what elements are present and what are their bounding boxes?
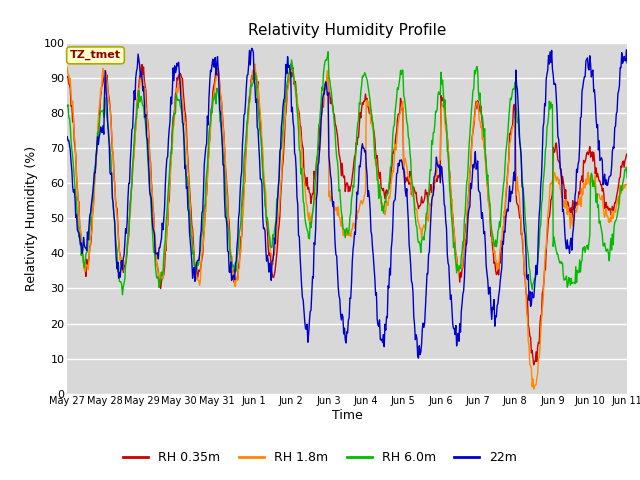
RH 1.8m bbox=[188, 225, 196, 231]
22m bbox=[188, 258, 196, 264]
22m bbox=[74, 227, 81, 232]
RH 6.0m bbox=[189, 251, 196, 257]
RH 0.35m bbox=[623, 151, 631, 156]
Y-axis label: Relativity Humidity (%): Relativity Humidity (%) bbox=[25, 146, 38, 291]
22m bbox=[131, 97, 139, 103]
X-axis label: Time: Time bbox=[332, 409, 363, 422]
RH 6.0m bbox=[324, 49, 332, 55]
RH 0.35m bbox=[530, 362, 538, 368]
RH 0.35m bbox=[287, 61, 294, 67]
22m bbox=[417, 349, 425, 355]
Line: RH 1.8m: RH 1.8m bbox=[67, 64, 627, 389]
RH 1.8m bbox=[251, 61, 259, 67]
RH 6.0m bbox=[63, 103, 71, 109]
Line: RH 0.35m: RH 0.35m bbox=[67, 64, 627, 365]
RH 1.8m bbox=[218, 97, 225, 103]
RH 0.35m bbox=[218, 97, 225, 103]
22m bbox=[248, 46, 255, 51]
RH 1.8m bbox=[433, 175, 440, 180]
RH 6.0m bbox=[118, 292, 126, 298]
RH 0.35m bbox=[188, 223, 196, 228]
RH 0.35m bbox=[416, 203, 424, 209]
RH 0.35m bbox=[433, 176, 440, 181]
22m bbox=[415, 355, 422, 361]
Line: RH 6.0m: RH 6.0m bbox=[67, 52, 627, 295]
RH 0.35m bbox=[131, 134, 139, 140]
22m bbox=[433, 160, 441, 166]
RH 6.0m bbox=[218, 140, 226, 145]
RH 0.35m bbox=[74, 186, 81, 192]
RH 6.0m bbox=[433, 107, 441, 112]
Text: TZ_tmet: TZ_tmet bbox=[70, 50, 121, 60]
RH 1.8m bbox=[623, 182, 631, 188]
RH 1.8m bbox=[74, 188, 81, 193]
RH 1.8m bbox=[63, 64, 71, 70]
Line: 22m: 22m bbox=[67, 48, 627, 358]
RH 6.0m bbox=[74, 214, 81, 220]
RH 1.8m bbox=[530, 386, 538, 392]
Legend: RH 0.35m, RH 1.8m, RH 6.0m, 22m: RH 0.35m, RH 1.8m, RH 6.0m, 22m bbox=[118, 446, 522, 469]
22m bbox=[623, 60, 631, 66]
RH 0.35m bbox=[63, 74, 71, 80]
22m bbox=[218, 128, 225, 133]
RH 6.0m bbox=[417, 250, 425, 255]
RH 1.8m bbox=[131, 135, 139, 141]
RH 6.0m bbox=[132, 117, 140, 122]
Title: Relativity Humidity Profile: Relativity Humidity Profile bbox=[248, 23, 446, 38]
22m bbox=[63, 134, 71, 140]
RH 1.8m bbox=[416, 226, 424, 232]
RH 6.0m bbox=[623, 175, 631, 181]
